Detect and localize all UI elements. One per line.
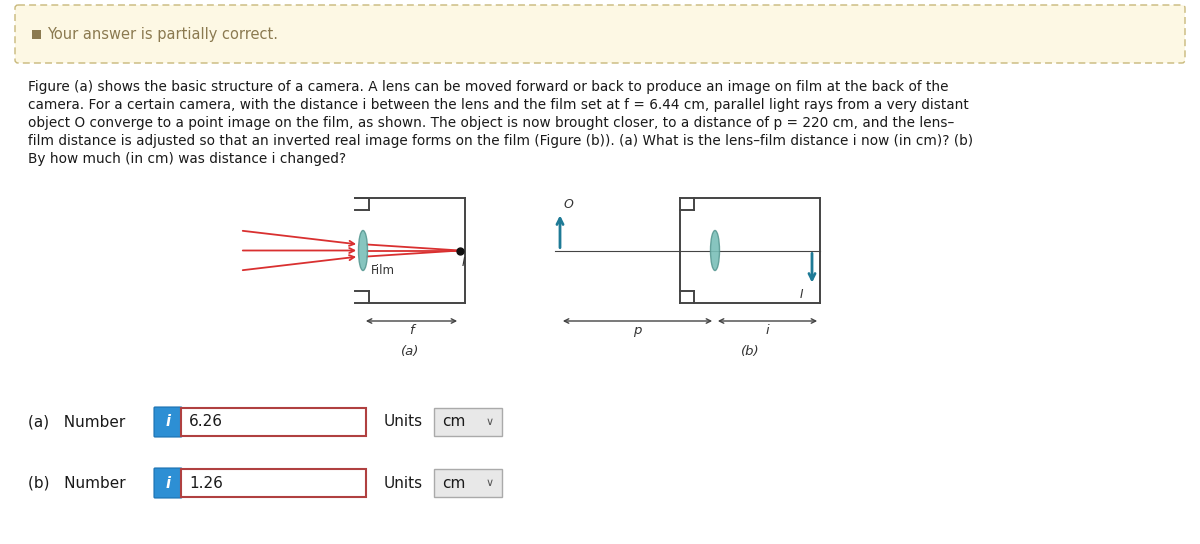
Text: I: I <box>462 256 466 269</box>
Ellipse shape <box>710 231 720 270</box>
Text: Film: Film <box>371 264 395 277</box>
Text: O: O <box>564 197 574 211</box>
Text: By how much (in cm) was distance i changed?: By how much (in cm) was distance i chang… <box>28 152 346 166</box>
Text: i: i <box>166 475 170 491</box>
Text: cm: cm <box>442 475 466 491</box>
Text: ∨: ∨ <box>486 417 494 427</box>
Text: Your answer is partially correct.: Your answer is partially correct. <box>47 27 278 41</box>
Text: camera. For a certain camera, with the distance i between the lens and the film : camera. For a certain camera, with the d… <box>28 98 968 112</box>
FancyBboxPatch shape <box>434 408 502 436</box>
FancyBboxPatch shape <box>154 407 182 437</box>
FancyBboxPatch shape <box>154 468 182 498</box>
Text: object O converge to a point image on the film, as shown. The object is now brou: object O converge to a point image on th… <box>28 116 954 130</box>
Text: (a)   Number: (a) Number <box>28 415 125 430</box>
Text: cm: cm <box>442 415 466 430</box>
Text: 1.26: 1.26 <box>190 475 223 491</box>
Text: film distance is adjusted so that an inverted real image forms on the film (Figu: film distance is adjusted so that an inv… <box>28 134 973 148</box>
FancyBboxPatch shape <box>181 408 366 436</box>
Text: ∨: ∨ <box>486 478 494 488</box>
Text: (a): (a) <box>401 345 419 358</box>
Text: Units: Units <box>384 415 424 430</box>
Text: i: i <box>766 324 769 337</box>
Text: (b): (b) <box>740 345 760 358</box>
Text: Units: Units <box>384 475 424 491</box>
FancyBboxPatch shape <box>14 5 1186 63</box>
Text: p: p <box>634 324 642 337</box>
FancyBboxPatch shape <box>181 469 366 497</box>
FancyBboxPatch shape <box>434 469 502 497</box>
Bar <box>32 30 41 39</box>
Text: I: I <box>800 288 804 301</box>
Text: f: f <box>409 324 414 337</box>
Text: 6.26: 6.26 <box>190 415 223 430</box>
Text: (b)   Number: (b) Number <box>28 475 126 491</box>
Text: Figure (a) shows the basic structure of a camera. A lens can be moved forward or: Figure (a) shows the basic structure of … <box>28 80 948 94</box>
Text: i: i <box>166 415 170 430</box>
Ellipse shape <box>359 231 367 270</box>
